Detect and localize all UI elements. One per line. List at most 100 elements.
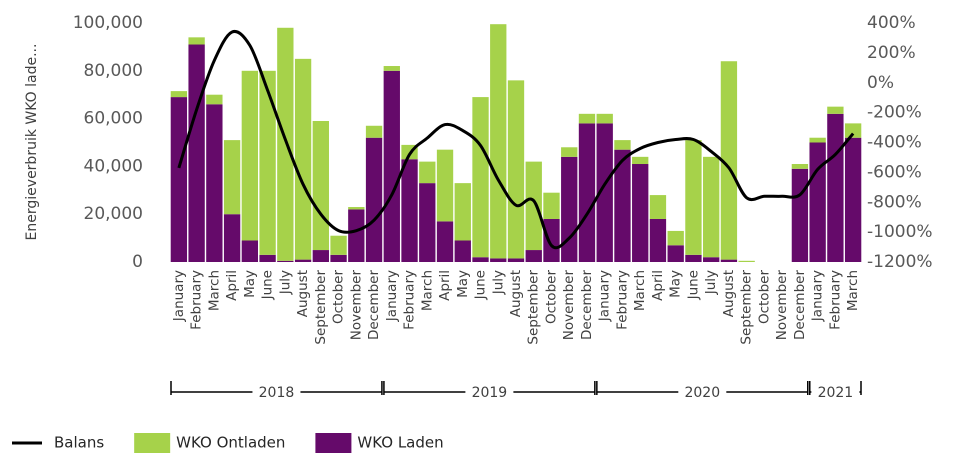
x-tick-label: September xyxy=(739,270,755,345)
bar-segment xyxy=(578,123,596,262)
bar-segment xyxy=(561,147,578,157)
x-tick-label: August xyxy=(295,270,311,317)
bar-segment xyxy=(259,70,276,255)
bar-segment xyxy=(632,156,649,165)
bar-segment xyxy=(614,149,631,262)
x-tick-label: September xyxy=(313,270,329,345)
bar-segment xyxy=(241,240,259,262)
y2-tick-label: 400% xyxy=(867,13,916,33)
x-tick-label: November xyxy=(348,270,364,341)
bar-segment xyxy=(436,221,454,262)
x-tick-label: May xyxy=(455,270,471,298)
bar-segment xyxy=(809,137,826,143)
x-tick-label: June xyxy=(260,270,276,300)
bar-segment xyxy=(827,113,844,262)
bar-segment xyxy=(685,140,702,255)
bar-segment xyxy=(561,156,578,262)
group-label-bg xyxy=(678,382,727,402)
bar-segment xyxy=(703,156,720,258)
bar-segment xyxy=(170,97,188,262)
bar-segment xyxy=(436,149,454,222)
x-tick-label: December xyxy=(792,270,808,340)
bar-segment xyxy=(649,218,667,262)
bar-segment xyxy=(578,113,596,124)
bar-segment xyxy=(649,195,667,219)
group-label: 2018 xyxy=(259,385,295,401)
bar-segment xyxy=(312,120,329,251)
x-tick-label: December xyxy=(366,270,382,340)
bar-segment xyxy=(667,245,684,262)
x-tick-label: June xyxy=(473,270,489,300)
x-tick-label: December xyxy=(579,270,595,340)
x-tick-label: July xyxy=(703,270,719,295)
bar-segment xyxy=(454,183,471,241)
x-tick-label: March xyxy=(419,270,435,311)
bar-segment xyxy=(614,140,631,150)
y2-tick-label: -800% xyxy=(867,192,922,212)
y2-tick-label: -600% xyxy=(867,162,922,182)
bar-segment xyxy=(507,80,525,259)
x-tick-label: July xyxy=(490,270,506,295)
bar-segment xyxy=(703,257,720,262)
bar-segment xyxy=(596,123,613,262)
y2-tick-label: -200% xyxy=(867,103,922,123)
x-tick-label: February xyxy=(402,270,418,330)
group-label: 2021 xyxy=(818,385,854,401)
bar-segment xyxy=(241,70,259,241)
bar-segment xyxy=(844,123,862,138)
legend-label: WKO Ontladen xyxy=(176,434,285,452)
x-tick-label: September xyxy=(526,270,542,345)
x-tick-label: June xyxy=(685,270,701,300)
bar-segment xyxy=(543,192,560,219)
bar-segment xyxy=(720,259,738,262)
bar-segment xyxy=(738,260,755,262)
x-tick-label: October xyxy=(756,270,772,324)
bar-segment xyxy=(472,257,489,262)
y-axis-title: Energieverbruik WKO lade... xyxy=(24,44,40,241)
x-tick-label: January xyxy=(597,270,613,322)
bar-segment xyxy=(206,94,223,105)
group-label: 2019 xyxy=(472,385,508,401)
group-label: 2020 xyxy=(684,385,720,401)
bar-segment xyxy=(596,113,613,124)
bar-segment xyxy=(490,258,507,262)
bar-segment xyxy=(791,164,809,169)
bar-segment xyxy=(525,250,542,262)
bar-segment xyxy=(365,137,383,262)
bar-segment xyxy=(632,164,649,262)
x-tick-label: April xyxy=(650,270,666,301)
bar-segment xyxy=(383,70,400,262)
bar-segment xyxy=(507,258,525,262)
bar-segment xyxy=(720,61,738,260)
bar-segment xyxy=(809,142,826,262)
x-tick-label: August xyxy=(508,270,524,317)
bar-segment xyxy=(383,66,400,71)
x-tick-label: March xyxy=(632,270,648,311)
y-tick-label: 20,000 xyxy=(84,204,143,224)
bar-segment xyxy=(685,254,702,262)
bar-segment xyxy=(259,254,276,262)
y-tick-label: 0 xyxy=(132,252,143,272)
x-tick-label: May xyxy=(242,270,258,298)
bar-segment xyxy=(348,207,365,210)
y-tick-label: 100,000 xyxy=(73,13,143,33)
bar-segment xyxy=(543,218,560,262)
legend-label: WKO Laden xyxy=(357,434,443,452)
x-tick-label: March xyxy=(845,270,861,311)
bar-segment xyxy=(330,235,347,255)
bar-segment xyxy=(348,209,365,262)
x-tick-label: March xyxy=(206,270,222,311)
bar-segment xyxy=(294,259,312,262)
bar-segment xyxy=(170,91,188,98)
y2-tick-label: -1000% xyxy=(867,222,933,242)
balance-line xyxy=(177,29,855,250)
x-tick-label: February xyxy=(827,270,843,330)
bar-segment xyxy=(223,214,241,262)
y-tick-label: 60,000 xyxy=(84,109,143,129)
legend-label: Balans xyxy=(54,434,104,452)
y-tick-label: 40,000 xyxy=(84,156,143,176)
x-tick-label: October xyxy=(331,270,347,324)
x-tick-label: April xyxy=(437,270,453,301)
x-tick-label: February xyxy=(614,270,630,330)
bar-segment xyxy=(419,183,436,262)
